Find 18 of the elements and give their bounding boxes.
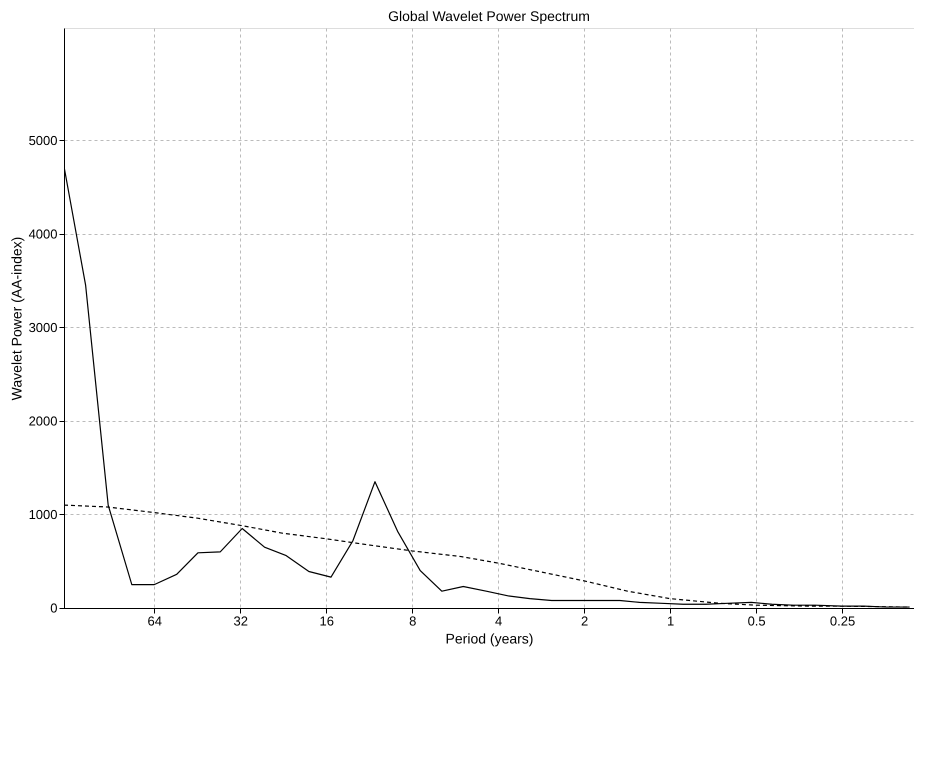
x-tick-label: 1: [667, 614, 674, 628]
x-tick-label: 4: [495, 614, 502, 628]
y-tick-label: 2000: [28, 413, 58, 428]
y-tick-label: 3000: [28, 320, 58, 335]
x-tick-label: 32: [234, 614, 248, 628]
y-tick-label: 1000: [28, 506, 58, 522]
y-axis-title: Wavelet Power (AA-index): [8, 236, 25, 400]
y-tick-label: 4000: [28, 226, 58, 242]
y-tick-label: 5000: [28, 132, 58, 148]
x-axis-title: Period (years): [446, 630, 534, 646]
x-tick-label: 0.5: [748, 614, 766, 628]
x-tick-label: 64: [148, 614, 162, 628]
x-tick-label: 8: [409, 614, 416, 628]
x-tick-label: 16: [319, 614, 334, 628]
x-tick-label: 0.25: [830, 614, 856, 628]
y-tick-label: 0: [50, 600, 58, 616]
x-tick-label: 2: [581, 614, 588, 628]
chart-title: Global Wavelet Power Spectrum: [388, 8, 590, 24]
